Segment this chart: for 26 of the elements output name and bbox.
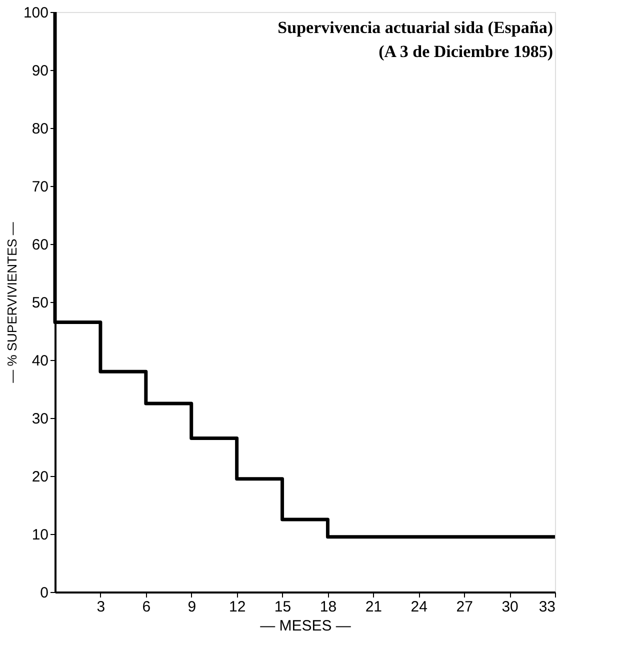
y-tick-label: 40 bbox=[32, 352, 48, 370]
x-tick-label: 24 bbox=[410, 598, 428, 616]
chart-title: Supervivencia actuarial sida (España) bbox=[278, 18, 553, 37]
text: (A 3 de Diciembre 1985) bbox=[378, 42, 553, 61]
x-tick-label: 27 bbox=[456, 598, 473, 616]
x-axis-title: — MESES — bbox=[260, 618, 351, 634]
y-tick-label: 50 bbox=[32, 294, 48, 312]
x-tick-label: 12 bbox=[228, 598, 246, 616]
y-tick-label: 100 bbox=[23, 4, 48, 22]
y-tick-label: 10 bbox=[32, 526, 48, 544]
x-tick-label: 15 bbox=[274, 598, 292, 616]
y-tick-label: 0 bbox=[40, 584, 48, 602]
y-tick-label: 90 bbox=[32, 62, 48, 80]
x-tick-label: 30 bbox=[502, 598, 518, 616]
y-tick-label: 70 bbox=[32, 178, 48, 196]
x-tick-label: 21 bbox=[365, 598, 382, 616]
x-tick-label: 18 bbox=[320, 598, 337, 616]
x-tick-label: 6 bbox=[142, 598, 151, 616]
x-tick-label: 3 bbox=[96, 598, 106, 616]
y-tick-label: 80 bbox=[32, 120, 48, 138]
y-tick-label: 20 bbox=[32, 468, 48, 486]
y-tick-label: 60 bbox=[32, 236, 48, 254]
x-tick-label: 9 bbox=[188, 598, 196, 616]
y-axis-title: — % SUPERVIVIENTES — bbox=[4, 222, 20, 383]
y-tick-label: 30 bbox=[32, 410, 48, 428]
x-tick-label: 33 bbox=[538, 598, 556, 616]
